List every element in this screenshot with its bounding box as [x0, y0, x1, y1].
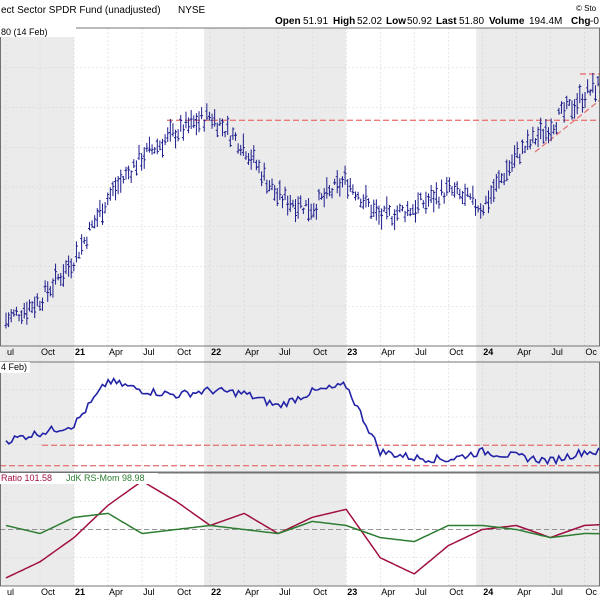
x-tick-label: Jul — [143, 587, 155, 597]
x-tick-label: 22 — [211, 347, 221, 357]
x-tick-label: Jul — [415, 587, 427, 597]
x-tick-label: Oc — [585, 347, 597, 357]
x-tick-label: Apr — [517, 587, 531, 597]
x-tick-label: Apr — [109, 347, 123, 357]
x-tick-label: Oct — [449, 587, 464, 597]
chg-value: -0 — [590, 16, 599, 27]
open-value: 51.91 — [303, 16, 328, 27]
rs-mom-legend: JdK RS-Mom 98.98 — [66, 473, 145, 483]
x-tick-label: ul — [7, 347, 14, 357]
x-tick-label: 22 — [211, 587, 221, 597]
high-label: High — [333, 16, 355, 27]
x-tick-label: Jul — [551, 587, 563, 597]
ratio-legend: 4 Feb) — [1, 362, 27, 372]
x-tick-label: Apr — [517, 347, 531, 357]
x-tick-label: Oct — [177, 587, 192, 597]
volume-value: 194.4M — [529, 16, 562, 27]
year-shade — [0, 28, 74, 586]
rs-ratio-legend: Ratio 101.58 — [1, 473, 52, 483]
low-label: Low — [386, 16, 406, 27]
x-tick-label: Apr — [381, 347, 395, 357]
open-label: Open — [275, 16, 301, 27]
source-watermark: © Sto — [576, 4, 597, 13]
year-shade — [204, 28, 346, 586]
x-tick-label: Apr — [245, 347, 259, 357]
x-tick-label: Jul — [551, 347, 563, 357]
x-tick-label: Oc — [585, 587, 597, 597]
x-tick-label: 23 — [347, 347, 357, 357]
chg-label: Chg — [571, 16, 590, 27]
volume-label: Volume — [489, 16, 525, 27]
x-tick-label: Jul — [143, 347, 155, 357]
price-legend: 80 (14 Feb) — [1, 27, 48, 37]
x-tick-label: 23 — [347, 587, 357, 597]
low-value: 50.92 — [407, 16, 432, 27]
x-tick-label: 21 — [75, 587, 85, 597]
x-tick-label: Jul — [279, 347, 291, 357]
last-label: Last — [436, 16, 457, 27]
x-tick-label: Oct — [41, 587, 56, 597]
x-tick-label: Oct — [177, 347, 192, 357]
x-tick-label: Apr — [109, 587, 123, 597]
exchange-label: NYSE — [178, 5, 206, 16]
high-value: 52.02 — [357, 16, 382, 27]
x-tick-label: Apr — [381, 587, 395, 597]
x-tick-label: Apr — [245, 587, 259, 597]
x-tick-label: Jul — [415, 347, 427, 357]
x-tick-label: 21 — [75, 347, 85, 357]
chart-title: ect Sector SPDR Fund (unadjusted) — [1, 5, 161, 16]
x-tick-label: ul — [7, 587, 14, 597]
x-tick-label: 24 — [483, 347, 493, 357]
x-tick-label: Oct — [313, 347, 328, 357]
x-tick-label: Oct — [313, 587, 328, 597]
last-value: 51.80 — [459, 16, 484, 27]
x-tick-label: Jul — [279, 587, 291, 597]
x-tick-label: 24 — [483, 587, 493, 597]
year-shade — [476, 28, 600, 586]
x-tick-label: Oct — [449, 347, 464, 357]
x-tick-label: Oct — [41, 347, 56, 357]
